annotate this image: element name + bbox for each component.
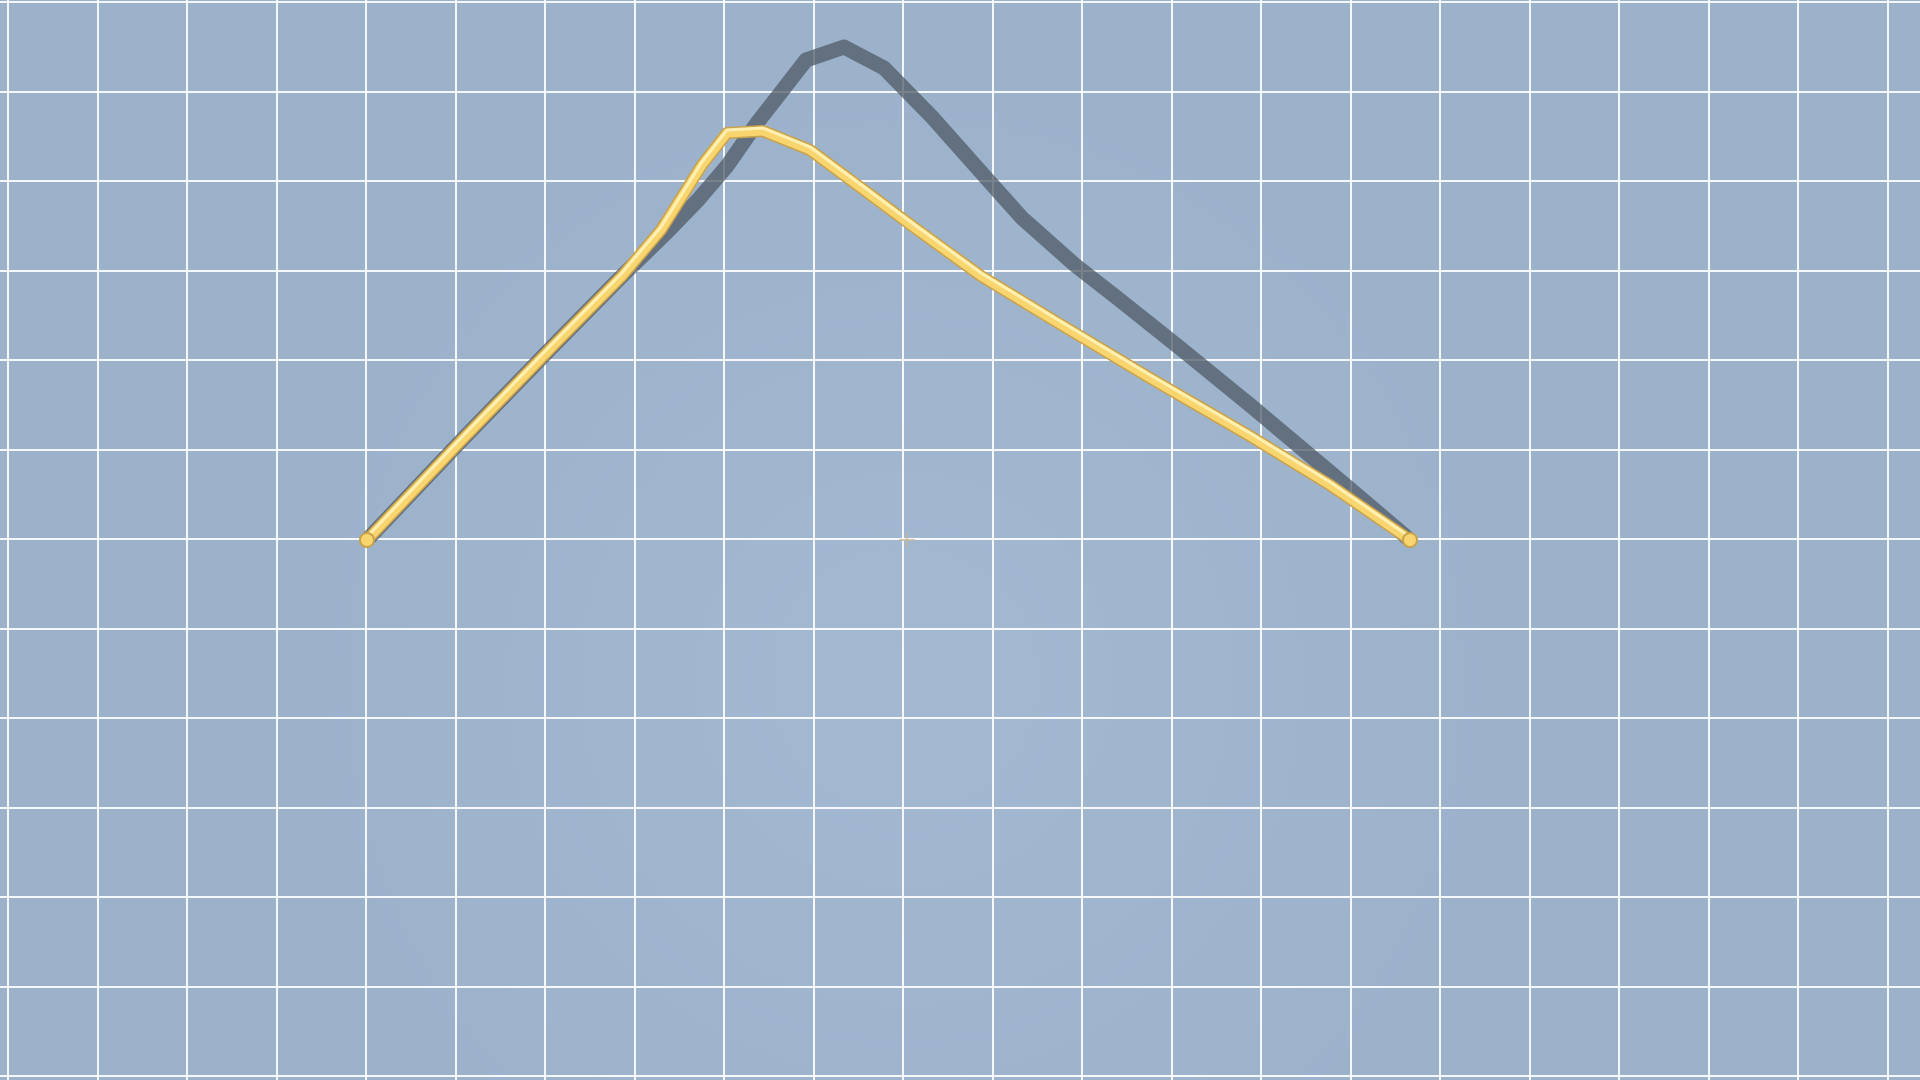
wire[interactable] xyxy=(359,125,1418,548)
crosshair-cursor-icon xyxy=(899,532,915,548)
wire-body xyxy=(362,126,1415,545)
wire-end-endpoint[interactable] xyxy=(1402,532,1418,548)
wire-start-endpoint[interactable] xyxy=(359,532,375,548)
wire-highlight xyxy=(365,126,1412,539)
